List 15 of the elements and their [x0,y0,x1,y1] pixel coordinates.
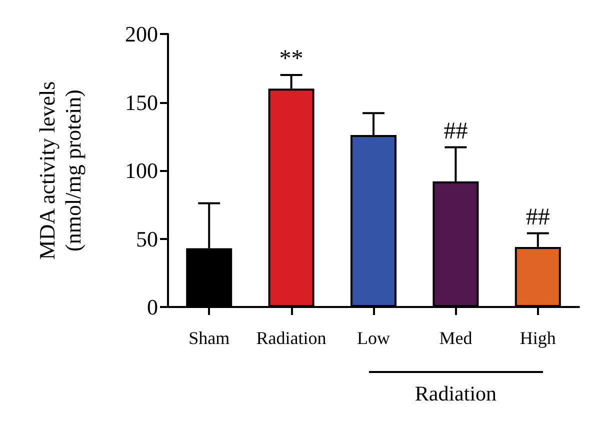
x-tick-label: Low [357,328,390,348]
annotation: ** [279,46,304,72]
annotation: ## [526,204,550,230]
y-axis-title: MDA activity levels (nmol/mg protein) [34,81,86,260]
annotation: ## [444,118,468,144]
x-tick-label: High [520,328,556,348]
y-tick-label: 100 [125,158,158,183]
x-tick-label: Radiation [256,328,326,348]
text: Radiation [414,382,498,406]
y-tick-label: 0 [147,294,158,320]
y-tick-label: 150 [125,90,158,115]
y-tick-label: 200 [125,22,158,46]
x-tick-label: Sham [188,328,230,348]
y-tick-label: 50 [136,226,158,252]
x-tick-label: Med [439,328,472,348]
